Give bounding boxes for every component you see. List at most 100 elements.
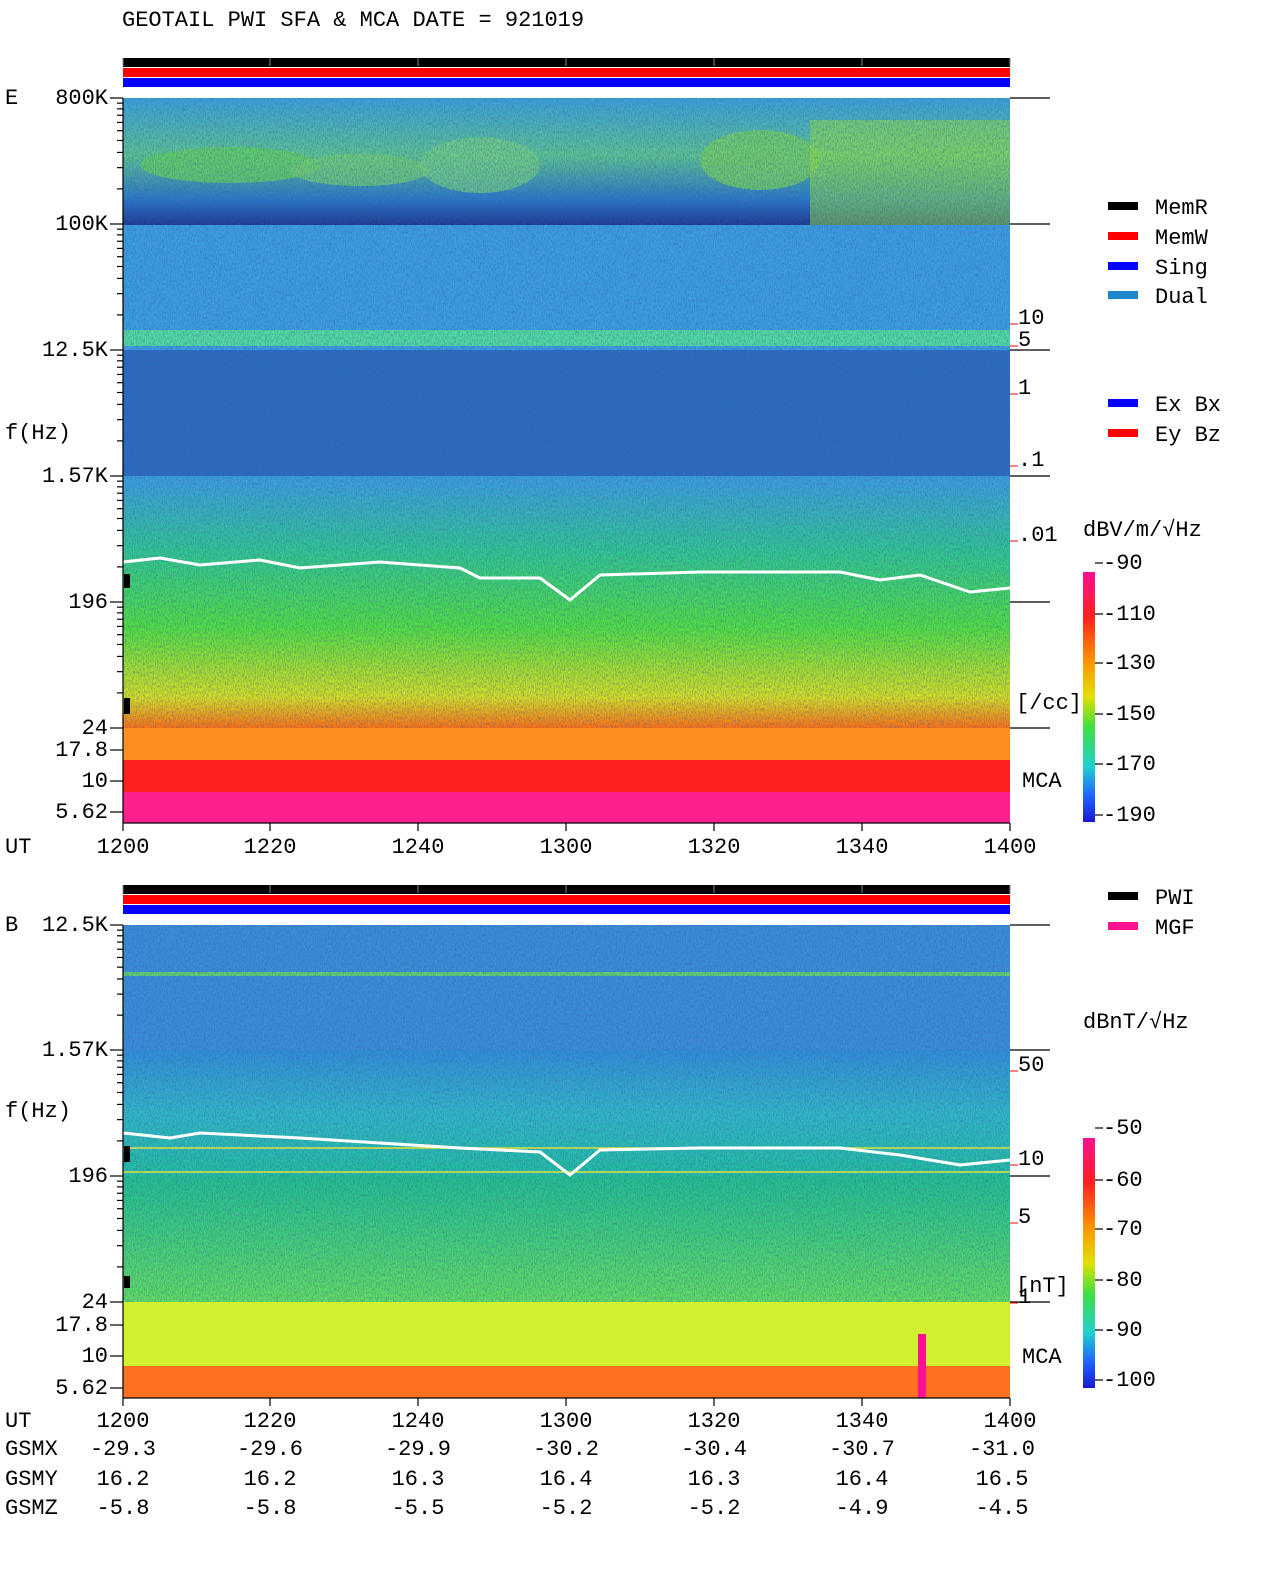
y-axis-label: f(Hz) bbox=[5, 1099, 71, 1124]
time-tick-label: 1300 bbox=[540, 835, 593, 860]
freq-tick-label: 12.5K bbox=[42, 338, 109, 363]
right-tick-label: 5 bbox=[1018, 328, 1031, 353]
time-tick-label: 1400 bbox=[984, 1409, 1037, 1434]
right-tick-label: 1 bbox=[1018, 1285, 1031, 1310]
orbit-value: 16.2 bbox=[244, 1467, 297, 1492]
time-tick-label: 1340 bbox=[836, 1409, 889, 1434]
colorbar-tick-label: -60 bbox=[1103, 1168, 1143, 1193]
orbit-value: -31.0 bbox=[969, 1437, 1035, 1462]
orbit-row-label: GSMX bbox=[5, 1437, 58, 1462]
orbit-value: 16.3 bbox=[688, 1467, 741, 1492]
orbit-value: -30.2 bbox=[533, 1437, 599, 1462]
time-tick-label: 1300 bbox=[540, 1409, 593, 1434]
colorbar-tick-label: -150 bbox=[1103, 702, 1156, 727]
colorbar-tick-label: -70 bbox=[1103, 1217, 1143, 1242]
legend-swatch bbox=[1108, 291, 1138, 299]
colorbar-tick-label: -80 bbox=[1103, 1268, 1143, 1293]
freq-tick-label: 1.57K bbox=[42, 464, 109, 489]
orbit-value: 16.4 bbox=[540, 1467, 593, 1492]
freq-tick-label: 196 bbox=[68, 590, 108, 615]
legend-label: Ex Bx bbox=[1155, 393, 1221, 418]
orbit-value: -5.8 bbox=[244, 1496, 297, 1521]
freq-tick-label: 17.8 bbox=[55, 1313, 108, 1338]
orbit-value: -5.2 bbox=[540, 1496, 593, 1521]
colorbar-unit: dBV/m/√Hz bbox=[1083, 518, 1202, 543]
orbit-value: -29.9 bbox=[385, 1437, 451, 1462]
right-tick-label: 5 bbox=[1018, 1205, 1031, 1230]
orbit-value: -30.7 bbox=[829, 1437, 895, 1462]
b-spectrogram bbox=[122, 925, 1011, 1398]
colorbar-tick-label: -190 bbox=[1103, 803, 1156, 828]
title: GEOTAIL PWI SFA & MCA DATE = 921019 bbox=[122, 8, 584, 33]
e-colorbar bbox=[1083, 572, 1095, 822]
legend-label: PWI bbox=[1155, 886, 1195, 911]
colorbar-tick-label: -170 bbox=[1103, 752, 1156, 777]
orbit-value: -29.6 bbox=[237, 1437, 303, 1462]
time-tick-label: 1400 bbox=[984, 835, 1037, 860]
legend-swatch bbox=[1108, 232, 1138, 240]
legend-label: Ey Bz bbox=[1155, 423, 1221, 448]
time-label: UT bbox=[5, 1409, 31, 1434]
right-tick-label: .01 bbox=[1018, 523, 1058, 548]
orbit-value: -4.5 bbox=[976, 1496, 1029, 1521]
colorbar-tick-label: -50 bbox=[1103, 1116, 1143, 1141]
right-tick-label: .1 bbox=[1018, 448, 1044, 473]
mca-label: MCA bbox=[1022, 769, 1062, 794]
time-tick-label: 1320 bbox=[688, 1409, 741, 1434]
panel-label: B bbox=[5, 913, 18, 938]
time-tick-label: 1220 bbox=[244, 1409, 297, 1434]
legend-label: Dual bbox=[1155, 285, 1208, 310]
right-tick-label: 10 bbox=[1018, 306, 1044, 331]
panel-label: E bbox=[5, 86, 18, 111]
freq-tick-label: 24 bbox=[82, 716, 108, 741]
orbit-value: 16.5 bbox=[976, 1467, 1029, 1492]
colorbar-tick-label: -130 bbox=[1103, 651, 1156, 676]
b-colorbar bbox=[1083, 1138, 1095, 1388]
freq-tick-label: 5.62 bbox=[55, 800, 108, 825]
right-tick-label: 50 bbox=[1018, 1053, 1044, 1078]
e-spectrogram bbox=[122, 98, 1011, 823]
freq-tick-label: 800K bbox=[55, 86, 109, 111]
freq-tick-label: 1.57K bbox=[42, 1038, 109, 1063]
freq-tick-label: 12.5K bbox=[42, 913, 109, 938]
legend-swatch bbox=[1108, 892, 1138, 900]
time-tick-label: 1320 bbox=[688, 835, 741, 860]
colorbar-tick-label: -90 bbox=[1103, 1318, 1143, 1343]
freq-tick-label: 100K bbox=[55, 212, 109, 237]
legend-label: MemW bbox=[1155, 226, 1209, 251]
freq-tick-label: 5.62 bbox=[55, 1376, 108, 1401]
orbit-row-label: GSMY bbox=[5, 1467, 58, 1492]
orbit-value: -29.3 bbox=[90, 1437, 156, 1462]
legend-swatch bbox=[1108, 202, 1138, 210]
freq-tick-label: 10 bbox=[82, 769, 108, 794]
legend-swatch bbox=[1108, 922, 1138, 930]
legend-label: MemR bbox=[1155, 196, 1208, 221]
legend-swatch bbox=[1108, 429, 1138, 437]
colorbar-unit: dBnT/√Hz bbox=[1083, 1010, 1189, 1035]
time-tick-label: 1200 bbox=[97, 835, 150, 860]
colorbar-tick-label: -110 bbox=[1103, 602, 1156, 627]
time-tick-label: 1200 bbox=[97, 1409, 150, 1434]
time-tick-label: 1240 bbox=[392, 835, 445, 860]
freq-tick-label: 17.8 bbox=[55, 738, 108, 763]
orbit-value: -5.2 bbox=[688, 1496, 741, 1521]
freq-tick-label: 10 bbox=[82, 1344, 108, 1369]
right-tick-label: 1 bbox=[1018, 376, 1031, 401]
right-unit: [nT] bbox=[1016, 1274, 1069, 1299]
orbit-value: -30.4 bbox=[681, 1437, 747, 1462]
orbit-value: 16.2 bbox=[97, 1467, 150, 1492]
orbit-value: 16.4 bbox=[836, 1467, 889, 1492]
legend-swatch bbox=[1108, 262, 1138, 270]
colorbar-tick-label: -90 bbox=[1103, 551, 1143, 576]
time-label: UT bbox=[5, 835, 31, 860]
y-axis-label: f(Hz) bbox=[5, 421, 71, 446]
legend-label: MGF bbox=[1155, 916, 1195, 941]
legend-swatch bbox=[1108, 399, 1138, 407]
right-tick-label: 10 bbox=[1018, 1147, 1044, 1172]
orbit-value: -5.8 bbox=[97, 1496, 150, 1521]
orbit-value: 16.3 bbox=[392, 1467, 445, 1492]
right-unit: [/cc] bbox=[1016, 691, 1082, 716]
orbit-value: -5.5 bbox=[392, 1496, 445, 1521]
time-tick-label: 1240 bbox=[392, 1409, 445, 1434]
